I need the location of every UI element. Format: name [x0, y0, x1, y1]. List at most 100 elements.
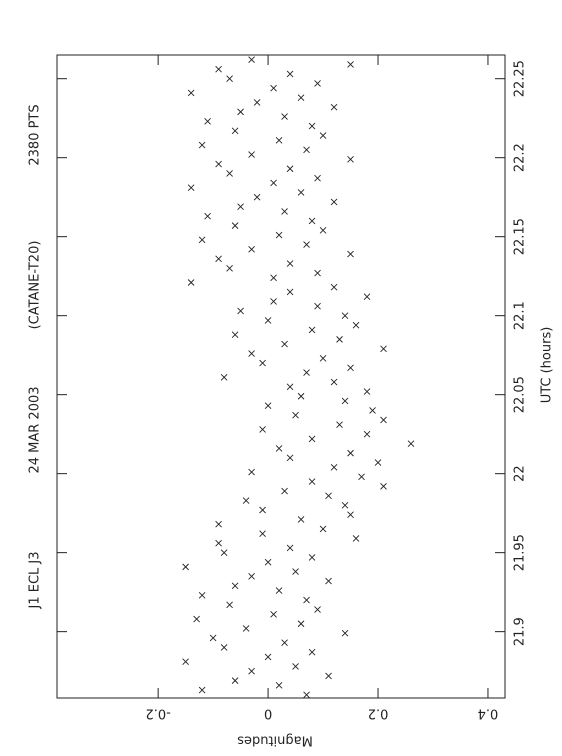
data-point [380, 416, 387, 424]
data-point [286, 454, 294, 462]
x-tick-label: 21.9 [513, 617, 528, 646]
data-point [308, 648, 316, 656]
data-point [325, 577, 332, 585]
data-point [308, 122, 316, 130]
data-point [297, 516, 305, 523]
data-point [270, 84, 277, 92]
x-tick-label: 22.1 [513, 301, 528, 330]
data-point [248, 246, 255, 253]
data-point [220, 373, 228, 381]
data-point [330, 464, 338, 471]
data-point [215, 160, 222, 168]
data-point [308, 217, 316, 225]
data-point [281, 208, 288, 215]
data-point [325, 492, 332, 500]
data-point [358, 473, 365, 481]
data-point [319, 227, 327, 234]
data-point [270, 179, 277, 187]
data-point [231, 677, 239, 684]
data-point [303, 241, 310, 248]
data-point [314, 302, 321, 310]
data-point [248, 573, 255, 580]
data-point [319, 355, 327, 362]
x-tick-label: 22.05 [513, 376, 528, 413]
data-point [270, 298, 277, 305]
y-axis-label: Magnitudes [237, 733, 313, 748]
x-tick-label: 22.2 [513, 143, 528, 172]
data-point [248, 667, 255, 675]
data-point [303, 369, 310, 376]
data-point [198, 591, 206, 599]
data-point [226, 264, 233, 272]
data-point [231, 127, 239, 135]
data-point [374, 459, 382, 466]
data-point [325, 672, 332, 680]
data-point [264, 317, 272, 324]
data-point [314, 80, 321, 87]
data-point [314, 606, 321, 613]
data-point [380, 482, 387, 490]
data-point [242, 625, 250, 632]
data-point [297, 189, 305, 196]
data-point [363, 293, 371, 301]
x-tick-label: 22.25 [513, 60, 528, 97]
data-point [330, 103, 338, 111]
data-point [198, 141, 206, 149]
data-point [286, 260, 294, 267]
data-point [264, 402, 272, 410]
data-point [363, 388, 371, 395]
data-point [347, 250, 354, 258]
data-point [220, 549, 228, 556]
data-point [237, 108, 244, 116]
data-point [248, 350, 255, 357]
data-point [281, 113, 288, 120]
data-point [259, 359, 266, 367]
data-point [297, 620, 305, 628]
data-point [242, 497, 250, 504]
data-point [275, 445, 283, 452]
data-point [352, 321, 360, 329]
data-point [237, 203, 244, 210]
data-point [215, 65, 222, 73]
data-point [275, 682, 283, 689]
data-point [215, 539, 222, 547]
data-point [182, 563, 189, 571]
y-tick-label: 0 [264, 706, 272, 721]
header-text: J1 ECL J3 [28, 551, 43, 609]
data-point [336, 421, 343, 429]
data-point [187, 184, 195, 192]
data-point [297, 392, 305, 400]
data-point [187, 279, 195, 286]
data-point [286, 165, 294, 173]
data-point [248, 468, 255, 476]
data-point [297, 94, 305, 101]
data-point [253, 99, 261, 106]
data-point [226, 601, 233, 609]
data-point [237, 307, 244, 315]
data-point [248, 56, 255, 64]
data-point [347, 449, 354, 457]
data-point [275, 136, 283, 144]
data-point [259, 530, 266, 538]
data-point [380, 345, 387, 353]
data-point [303, 146, 310, 154]
data-point [347, 155, 354, 163]
data-point [215, 255, 222, 263]
data-point [286, 70, 294, 78]
data-point [259, 506, 266, 514]
x-tick-label: 22 [513, 465, 528, 482]
data-point [341, 312, 349, 319]
data-point [198, 236, 206, 244]
data-point [292, 411, 299, 419]
header-text: 2380 PTS [28, 104, 43, 165]
y-tick-label: -0.2 [145, 706, 170, 721]
x-tick-label: 21.95 [513, 534, 528, 571]
data-point [281, 639, 288, 647]
data-point [209, 634, 217, 642]
data-point [226, 75, 233, 83]
data-point [286, 288, 294, 296]
x-axis-label: UTC (hours) [540, 327, 555, 404]
data-point [275, 587, 283, 594]
data-point [341, 629, 349, 637]
